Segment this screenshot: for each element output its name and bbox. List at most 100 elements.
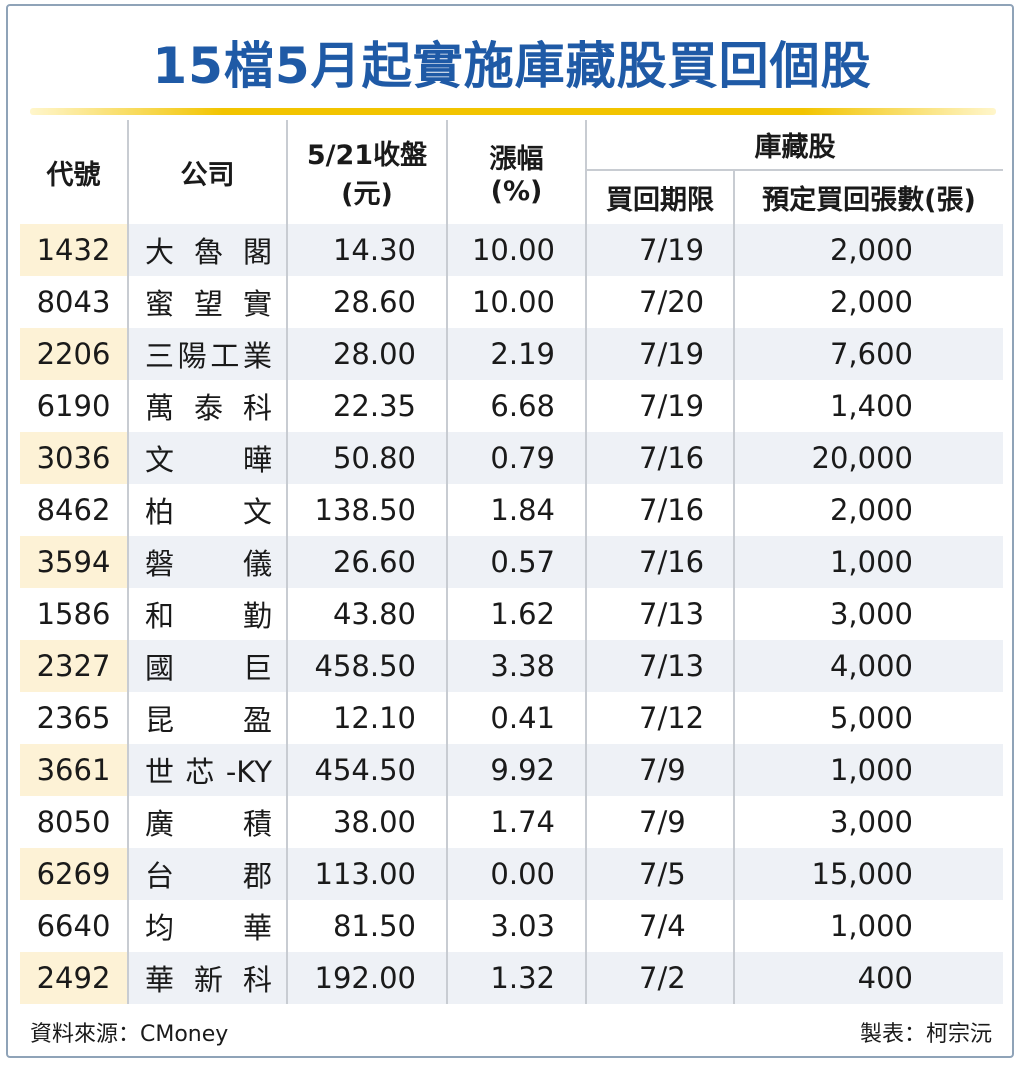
cell-close: 26.60 <box>286 536 447 588</box>
cell-change: 2.19 <box>446 328 586 380</box>
cell-change: 0.41 <box>446 692 586 744</box>
cell-deadline: 7/13 <box>585 640 734 692</box>
cell-change: 1.62 <box>446 588 586 640</box>
header-code: 代號 <box>46 159 101 191</box>
cell-shares: 1,000 <box>733 900 1003 952</box>
cell-company: 台郡 <box>127 848 287 900</box>
cell-code: 3036 <box>20 432 128 484</box>
cell-code: 3661 <box>20 744 128 796</box>
cell-change: 10.00 <box>446 276 586 328</box>
cell-close: 14.30 <box>286 224 447 276</box>
cell-shares: 2,000 <box>733 224 1003 276</box>
cell-shares: 400 <box>733 952 1003 1004</box>
table-row: 8462 柏文 138.50 1.84 7/16 2,000 <box>20 484 1003 536</box>
table-row: 3036 文曄 50.80 0.79 7/16 20,000 <box>20 432 1003 484</box>
cell-company: 萬泰科 <box>127 380 287 432</box>
cell-close: 12.10 <box>286 692 447 744</box>
cell-shares: 5,000 <box>733 692 1003 744</box>
cell-close: 192.00 <box>286 952 447 1004</box>
cell-change: 9.92 <box>446 744 586 796</box>
cell-code: 1586 <box>20 588 128 640</box>
table-row: 2365 昆盈 12.10 0.41 7/12 5,000 <box>20 692 1003 744</box>
cell-change: 1.32 <box>446 952 586 1004</box>
cell-change: 0.57 <box>446 536 586 588</box>
header-close-line1: 5/21收盤 <box>306 140 428 171</box>
cell-close: 113.00 <box>286 848 447 900</box>
cell-code: 6269 <box>20 848 128 900</box>
header-close: 5/21收盤 (元) <box>286 120 447 224</box>
header-shares: 預定買回張數(張) <box>733 170 1003 224</box>
cell-close: 81.50 <box>286 900 447 952</box>
cell-change: 1.84 <box>446 484 586 536</box>
cell-close: 22.35 <box>286 380 447 432</box>
page-title: 15檔5月起實施庫藏股買回個股 <box>152 37 872 95</box>
table-row: 2206 三陽工業 28.00 2.19 7/19 7,600 <box>20 328 1003 380</box>
title-underline <box>30 108 996 115</box>
cell-deadline: 7/9 <box>585 796 734 848</box>
cell-close: 28.00 <box>286 328 447 380</box>
table-row: 6640 均華 81.50 3.03 7/4 1,000 <box>20 900 1003 952</box>
cell-company: 昆盈 <box>127 692 287 744</box>
cell-company: 大魯閣 <box>127 224 287 276</box>
cell-code: 1432 <box>20 224 128 276</box>
cell-shares: 1,400 <box>733 380 1003 432</box>
table-row: 6269 台郡 113.00 0.00 7/5 15,000 <box>20 848 1003 900</box>
header-deadline: 買回期限 <box>585 170 734 224</box>
source-note: 資料來源：CMoney <box>30 1022 229 1047</box>
cell-company: 國巨 <box>127 640 287 692</box>
cell-company: 三陽工業 <box>127 328 287 380</box>
cell-close: 28.60 <box>286 276 447 328</box>
cell-shares: 4,000 <box>733 640 1003 692</box>
cell-code: 8050 <box>20 796 128 848</box>
table-row: 8050 廣積 38.00 1.74 7/9 3,000 <box>20 796 1003 848</box>
cell-shares: 3,000 <box>733 588 1003 640</box>
table-row: 3594 磐儀 26.60 0.57 7/16 1,000 <box>20 536 1003 588</box>
cell-deadline: 7/9 <box>585 744 734 796</box>
header-change-line2: (%) <box>490 176 543 207</box>
cell-change: 0.79 <box>446 432 586 484</box>
cell-deadline: 7/19 <box>585 380 734 432</box>
header-change-line1: 漲幅 <box>489 144 544 175</box>
buyback-table: 代號 公司 5/21收盤 (元) 漲幅 (%) 庫藏股 買回期限 預定買回張數(… <box>20 120 1003 1004</box>
header-treasury-group: 庫藏股 <box>585 120 1003 171</box>
cell-company: 柏文 <box>127 484 287 536</box>
cell-company: 華新科 <box>127 952 287 1004</box>
table-row: 6190 萬泰科 22.35 6.68 7/19 1,400 <box>20 380 1003 432</box>
cell-deadline: 7/19 <box>585 224 734 276</box>
cell-deadline: 7/13 <box>585 588 734 640</box>
cell-company: 文曄 <box>127 432 287 484</box>
cell-code: 6640 <box>20 900 128 952</box>
cell-shares: 2,000 <box>733 484 1003 536</box>
table-row: 2492 華新科 192.00 1.32 7/2 400 <box>20 952 1003 1004</box>
cell-change: 1.74 <box>446 796 586 848</box>
cell-deadline: 7/16 <box>585 432 734 484</box>
cell-deadline: 7/4 <box>585 900 734 952</box>
cell-code: 6190 <box>20 380 128 432</box>
cell-deadline: 7/20 <box>585 276 734 328</box>
cell-shares: 15,000 <box>733 848 1003 900</box>
cell-company: 蜜望實 <box>127 276 287 328</box>
cell-shares: 20,000 <box>733 432 1003 484</box>
cell-change: 6.68 <box>446 380 586 432</box>
cell-close: 50.80 <box>286 432 447 484</box>
cell-shares: 2,000 <box>733 276 1003 328</box>
cell-deadline: 7/12 <box>585 692 734 744</box>
cell-code: 2327 <box>20 640 128 692</box>
cell-deadline: 7/19 <box>585 328 734 380</box>
cell-close: 458.50 <box>286 640 447 692</box>
header-company: 公司 <box>127 120 287 224</box>
cell-shares: 1,000 <box>733 536 1003 588</box>
cell-deadline: 7/5 <box>585 848 734 900</box>
table-row: 3661 世芯-KY 454.50 9.92 7/9 1,000 <box>20 744 1003 796</box>
header-change: 漲幅 (%) <box>446 120 586 224</box>
cell-deadline: 7/16 <box>585 484 734 536</box>
cell-change: 3.03 <box>446 900 586 952</box>
cell-code: 2365 <box>20 692 128 744</box>
cell-code: 8462 <box>20 484 128 536</box>
author-note: 製表：柯宗沅 <box>859 1022 992 1047</box>
table-row: 1432 大魯閣 14.30 10.00 7/19 2,000 <box>20 224 1003 276</box>
cell-change: 10.00 <box>446 224 586 276</box>
cell-close: 38.00 <box>286 796 447 848</box>
cell-deadline: 7/2 <box>585 952 734 1004</box>
table-row: 8043 蜜望實 28.60 10.00 7/20 2,000 <box>20 276 1003 328</box>
